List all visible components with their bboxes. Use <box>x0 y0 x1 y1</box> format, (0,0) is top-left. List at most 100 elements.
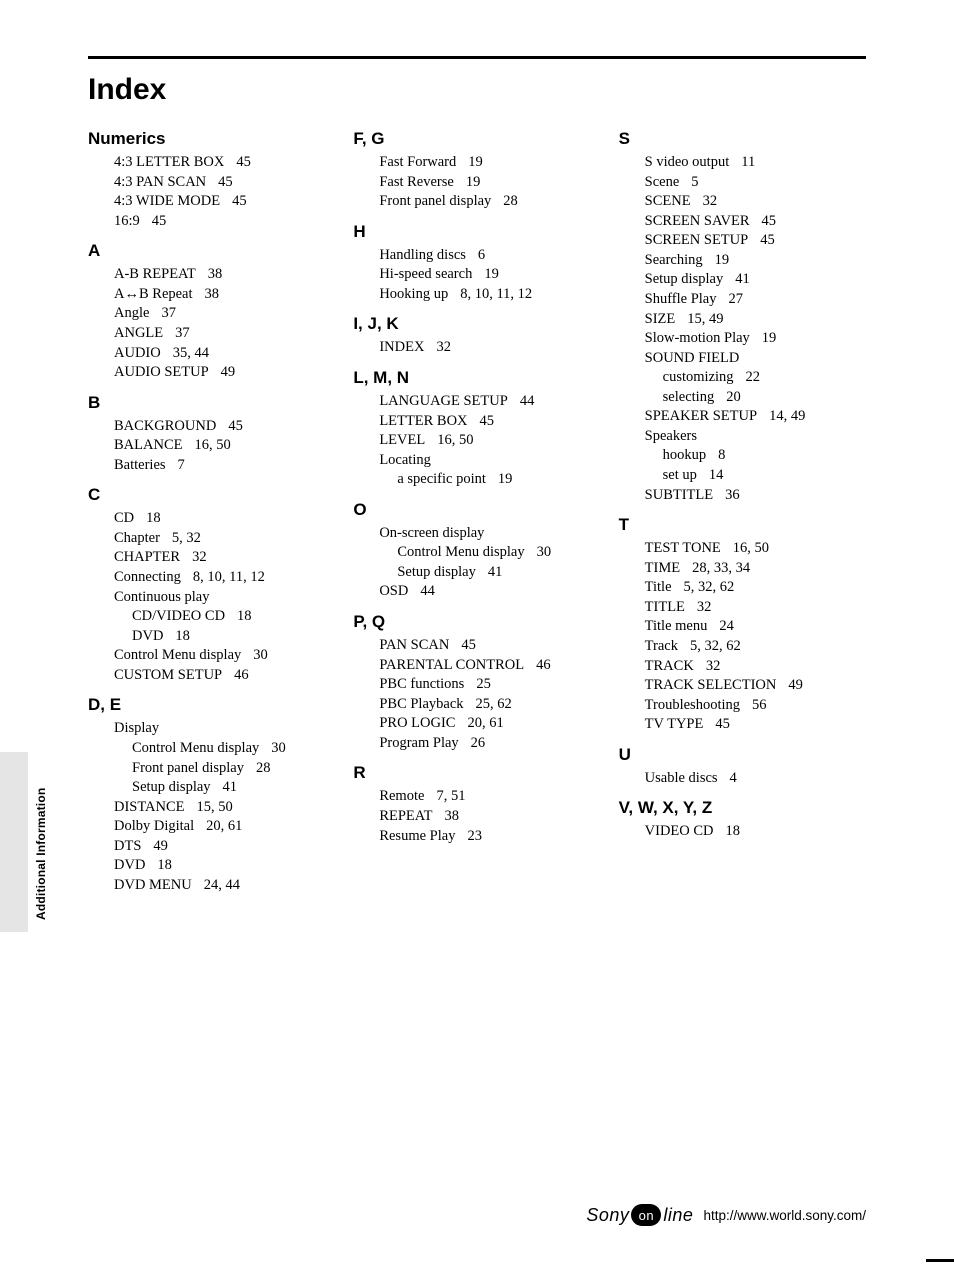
index-entry: CHAPTER32 <box>114 548 335 568</box>
entry-pages: 36 <box>725 487 740 503</box>
entry-pages: 16, 50 <box>194 437 230 453</box>
index-entry: Setup display41 <box>114 778 335 798</box>
index-entry: set up14 <box>645 466 866 486</box>
section-head: T <box>619 515 866 535</box>
section-head: A <box>88 241 335 261</box>
index-entry: Title5, 32, 62 <box>645 578 866 598</box>
entry-term: DVD <box>114 857 145 873</box>
index-columns: Numerics4:3 LETTER BOX454:3 PAN SCAN454:… <box>88 129 866 895</box>
entry-pages: 5, 32, 62 <box>690 638 741 654</box>
entry-term: Remote <box>379 788 424 804</box>
entry-term: Track <box>645 638 678 654</box>
index-entry: PRO LOGIC20, 61 <box>379 714 600 734</box>
entry-pages: 5, 32, 62 <box>684 579 735 595</box>
entry-term: Control Menu display <box>132 740 259 756</box>
section-head: F, G <box>353 129 600 149</box>
entry-pages: 32 <box>436 339 451 355</box>
entry-term: TITLE <box>645 599 685 615</box>
logo-line: line <box>663 1205 693 1226</box>
index-entry: Angle37 <box>114 304 335 324</box>
index-entry: PBC Playback25, 62 <box>379 695 600 715</box>
entry-term: A↔B Repeat <box>114 286 193 302</box>
entry-term: SIZE <box>645 311 676 327</box>
index-entry: Shuffle Play27 <box>645 290 866 310</box>
entry-term: Troubleshooting <box>645 697 740 713</box>
entry-term: BALANCE <box>114 437 182 453</box>
section-head: P, Q <box>353 612 600 632</box>
entry-term: a specific point <box>397 471 486 487</box>
entry-pages: 28, 33, 34 <box>692 560 750 576</box>
entry-term: Slow-motion Play <box>645 330 750 346</box>
entry-term: Speakers <box>645 428 697 444</box>
entry-term: AUDIO <box>114 345 161 361</box>
entry-term: VIDEO CD <box>645 823 714 839</box>
index-entry: DTS49 <box>114 837 335 857</box>
entry-pages: 32 <box>697 599 712 615</box>
index-entry: CD/VIDEO CD18 <box>114 607 335 627</box>
entry-pages: 41 <box>488 564 503 580</box>
entry-pages: 19 <box>466 174 481 190</box>
entry-term: Continuous play <box>114 589 209 605</box>
entry-term: Usable discs <box>645 770 718 786</box>
entry-term: TRACK SELECTION <box>645 677 777 693</box>
entry-pages: 18 <box>146 510 161 526</box>
entry-term: CUSTOM SETUP <box>114 667 222 683</box>
index-entry: 4:3 WIDE MODE 45 <box>114 192 335 212</box>
entry-term: Control Menu display <box>114 647 241 663</box>
index-entry: BALANCE 16, 50 <box>114 436 335 456</box>
section-entries: Usable discs4 <box>619 769 866 789</box>
entry-term: Handling discs <box>379 247 466 263</box>
entry-pages: 16, 50 <box>733 540 769 556</box>
index-entry: Usable discs4 <box>645 769 866 789</box>
section-head: H <box>353 222 600 242</box>
entry-term: 4:3 WIDE MODE <box>114 193 220 209</box>
side-tab-label: Additional Information <box>34 788 48 920</box>
entry-pages: 24 <box>719 618 734 634</box>
index-entry: Front panel display28 <box>379 192 600 212</box>
index-entry: Front panel display28 <box>114 759 335 779</box>
entry-term: CD <box>114 510 134 526</box>
column-2: F, GFast Forward19Fast Reverse19Front pa… <box>353 129 600 895</box>
top-rule <box>88 56 866 59</box>
index-entry: selecting20 <box>645 388 866 408</box>
entry-term: Program Play <box>379 735 458 751</box>
entry-pages: 8, 10, 11, 12 <box>193 569 265 585</box>
footer-url: http://www.world.sony.com/ <box>703 1208 866 1223</box>
index-entry: SIZE15, 49 <box>645 310 866 330</box>
entry-pages: 28 <box>503 193 518 209</box>
column-1: Numerics4:3 LETTER BOX454:3 PAN SCAN454:… <box>88 129 335 895</box>
entry-term: Display <box>114 720 159 736</box>
index-entry: REPEAT38 <box>379 807 600 827</box>
index-entry: A-B REPEAT38 <box>114 265 335 285</box>
index-entry: Control Menu display30 <box>114 646 335 666</box>
section-entries: A-B REPEAT38A↔B Repeat38Angle37ANGLE37AU… <box>88 265 335 382</box>
entry-pages: 7 <box>178 457 185 473</box>
entry-pages: 32 <box>703 193 718 209</box>
entry-pages: 44 <box>520 393 535 409</box>
entry-pages: 45 <box>232 193 247 209</box>
entry-term: PAN SCAN <box>379 637 449 653</box>
index-entry: SCENE32 <box>645 192 866 212</box>
section-entries: PAN SCAN45PARENTAL CONTROL46PBC function… <box>353 636 600 753</box>
index-entry: TRACK32 <box>645 657 866 677</box>
page-title: Index <box>88 73 866 107</box>
index-entry: DISTANCE15, 50 <box>114 798 335 818</box>
entry-term: DVD <box>132 628 163 644</box>
entry-pages: 15, 50 <box>197 799 233 815</box>
entry-pages: 14 <box>709 467 724 483</box>
entry-pages: 24, 44 <box>204 877 240 893</box>
index-entry: Scene5 <box>645 173 866 193</box>
entry-pages: 38 <box>208 266 223 282</box>
section-entries: Handling discs6Hi-speed search19Hooking … <box>353 246 600 305</box>
entry-pages: 49 <box>221 364 236 380</box>
entry-pages: 8, 10, 11, 12 <box>460 286 532 302</box>
entry-term: OSD <box>379 583 408 599</box>
entry-pages: 30 <box>271 740 286 756</box>
entry-pages: 37 <box>161 305 176 321</box>
entry-pages: 19 <box>484 266 499 282</box>
index-entry: Remote 7, 51 <box>379 787 600 807</box>
entry-pages: 7, 51 <box>436 788 465 804</box>
entry-term: INDEX <box>379 339 424 355</box>
entry-term: On-screen display <box>379 525 484 541</box>
entry-term: Fast Forward <box>379 154 456 170</box>
